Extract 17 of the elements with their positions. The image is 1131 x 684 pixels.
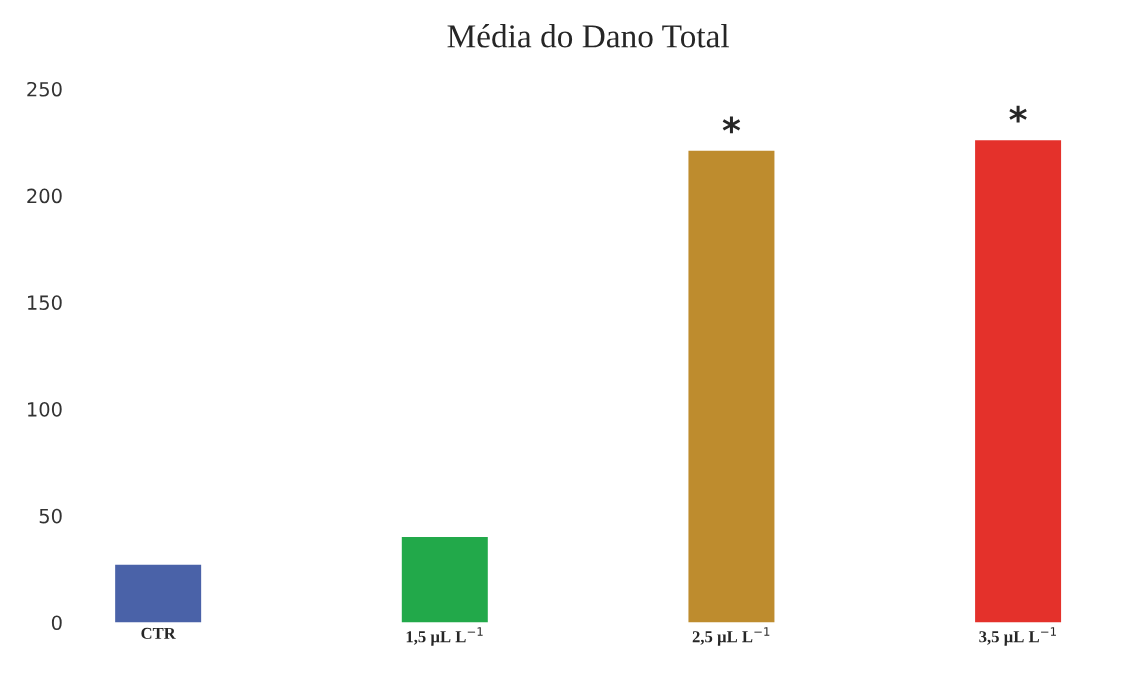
x-tick-label: 3,5 µL L$^{−1}$ — [979, 627, 1056, 646]
bar — [975, 140, 1062, 623]
y-tick-label: 0 — [51, 615, 62, 631]
y-tick-label: 200 — [27, 188, 62, 204]
bar — [115, 564, 202, 623]
y-tick-label: 250 — [27, 81, 62, 97]
y-tick-label: 150 — [28, 295, 62, 310]
x-tick-label: CTR — [141, 627, 176, 640]
chart-title: Média do Dano Total — [447, 24, 730, 48]
x-tick-label: 2,5 µL L$^{−1}$ — [692, 627, 770, 646]
x-tick-label: 1,5 µL L$^{−1}$ — [406, 627, 483, 646]
annotation: * — [722, 116, 741, 134]
y-tick-label: 100 — [28, 401, 62, 417]
y-tick-label: 50 — [39, 508, 62, 524]
bar — [688, 150, 775, 623]
bar — [401, 537, 488, 623]
annotation: * — [1009, 105, 1027, 123]
